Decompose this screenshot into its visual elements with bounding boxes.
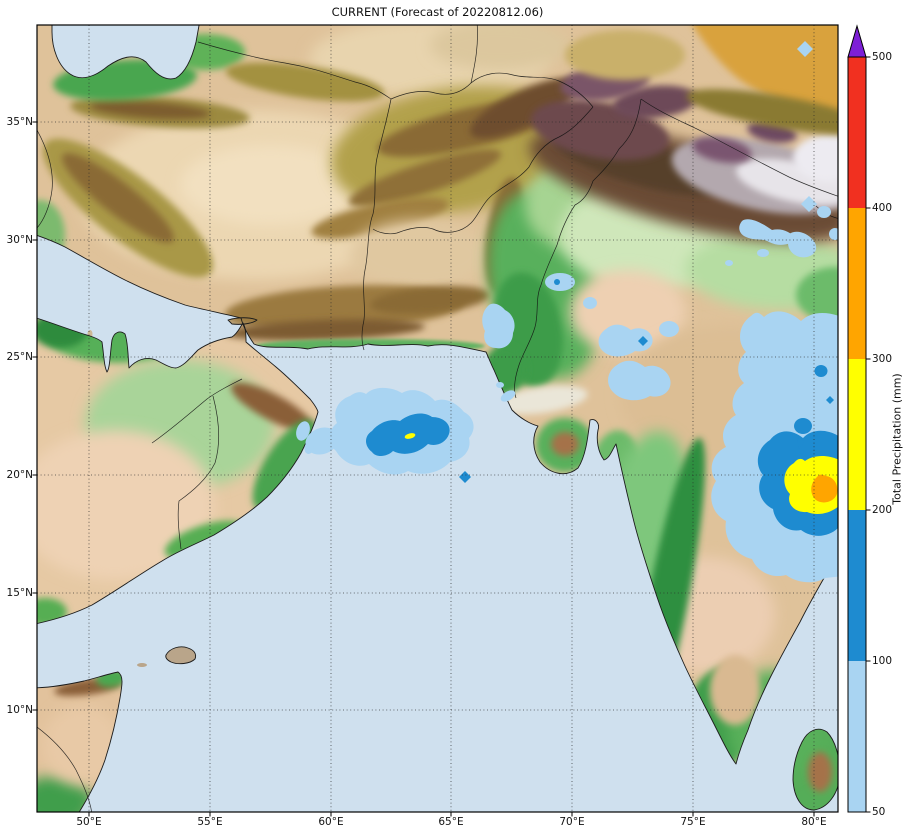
x-tick-label: 75°E <box>680 816 706 828</box>
y-tick-label: 15°N <box>6 587 33 599</box>
colorbar-tick-label: 200 <box>872 504 893 516</box>
colorbar-tick-label: 300 <box>872 353 893 365</box>
precip-300-400 <box>811 474 838 503</box>
y-tick-label: 20°N <box>6 469 33 481</box>
colorbar-tick-label: 50 <box>872 806 886 818</box>
colorbar-tick-label: 500 <box>872 51 893 63</box>
y-tick-label: 35°N <box>6 116 33 128</box>
x-tick-label: 65°E <box>438 816 464 828</box>
y-tick-label: 10°N <box>6 704 33 716</box>
grid-layer <box>37 25 838 812</box>
x-tick-label: 60°E <box>318 816 344 828</box>
borders-layer <box>37 25 838 812</box>
axis-ticks <box>32 121 815 817</box>
colorbar-tick-label: 100 <box>872 655 893 667</box>
x-tick-label: 80°E <box>801 816 827 828</box>
x-tick-label: 50°E <box>76 816 102 828</box>
colorbar-overflow-triangle <box>847 24 867 58</box>
y-tick-label: 25°N <box>6 351 33 363</box>
colorbar-tick-label: 400 <box>872 202 893 214</box>
figure-title: CURRENT (Forecast of 20220812.06) <box>331 5 544 19</box>
precipitation-layer <box>296 41 838 583</box>
colorbar <box>847 24 871 813</box>
map-area <box>37 25 838 812</box>
x-tick-label: 70°E <box>559 816 585 828</box>
y-tick-label: 30°N <box>6 234 33 246</box>
map-frame <box>36 24 839 813</box>
x-tick-label: 55°E <box>197 816 223 828</box>
